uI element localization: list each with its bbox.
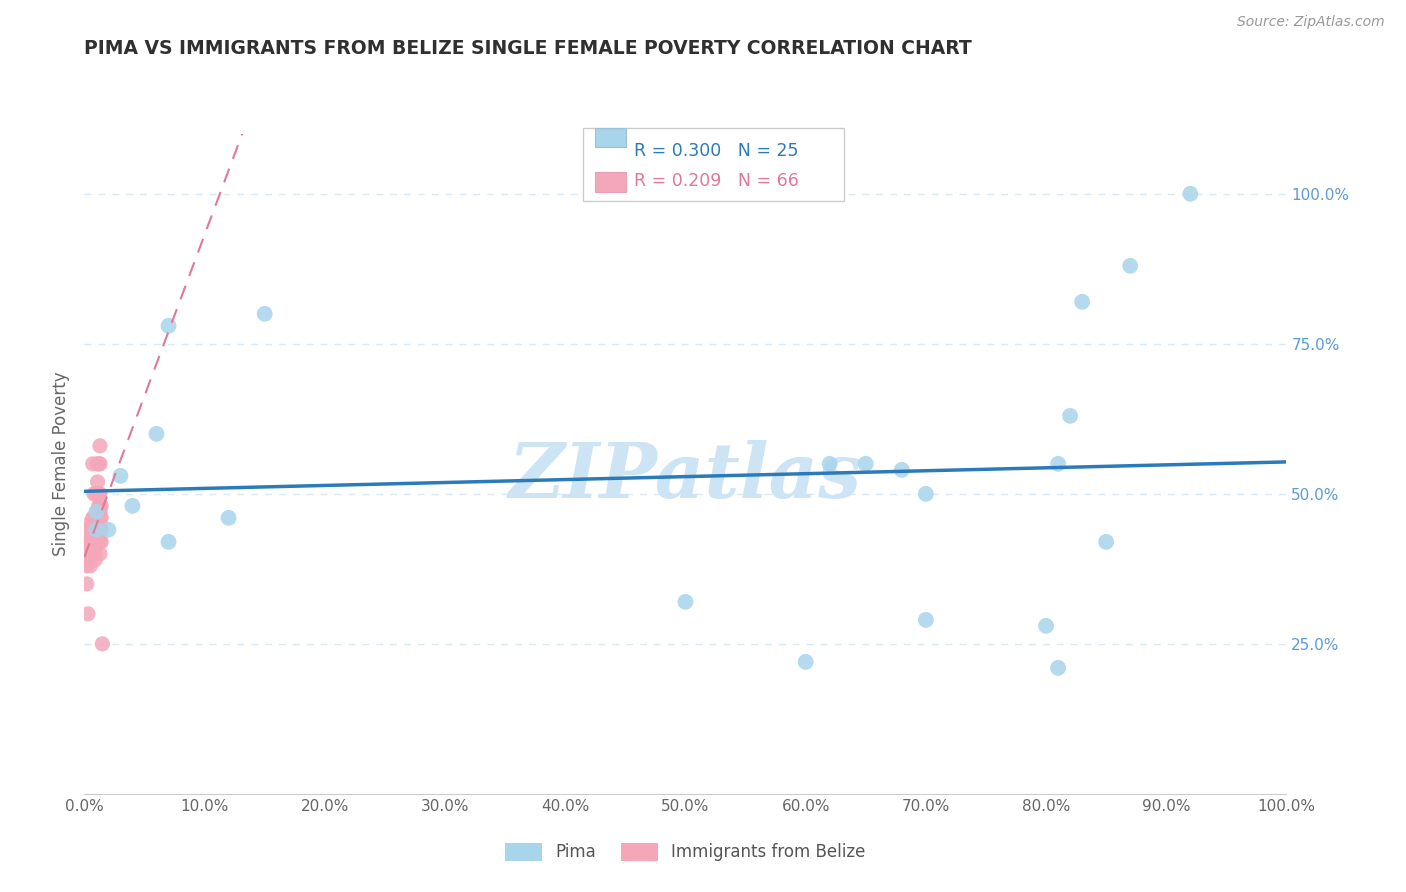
Point	[86, 523, 108, 537]
Point	[76, 577, 98, 591]
Point	[675, 595, 697, 609]
Point	[89, 439, 111, 453]
Point	[218, 511, 240, 525]
Point	[86, 511, 108, 525]
Point	[86, 505, 108, 519]
Point	[87, 516, 110, 531]
Point	[89, 487, 111, 501]
Point	[915, 613, 938, 627]
Point	[89, 547, 111, 561]
Point	[89, 516, 111, 531]
Point	[1071, 294, 1094, 309]
Point	[80, 529, 103, 543]
Point	[855, 457, 877, 471]
Point	[818, 457, 841, 471]
Point	[915, 487, 938, 501]
Point	[77, 534, 100, 549]
Point	[84, 541, 107, 555]
Point	[253, 307, 276, 321]
Point	[77, 529, 100, 543]
Point	[82, 547, 104, 561]
Point	[77, 541, 100, 555]
Point	[1047, 457, 1070, 471]
Point	[87, 505, 110, 519]
Text: R = 0.209   N = 66: R = 0.209 N = 66	[634, 172, 799, 190]
Point	[86, 505, 108, 519]
Point	[794, 655, 817, 669]
Point	[86, 457, 108, 471]
Point	[77, 607, 100, 621]
Point	[83, 511, 105, 525]
Point	[79, 534, 101, 549]
Point	[121, 499, 143, 513]
Point	[86, 534, 108, 549]
Point	[86, 516, 108, 531]
Point	[1059, 409, 1081, 423]
Point	[84, 529, 107, 543]
Point	[79, 523, 101, 537]
Text: Source: ZipAtlas.com: Source: ZipAtlas.com	[1237, 14, 1385, 29]
Point	[1035, 619, 1057, 633]
Point	[86, 523, 108, 537]
Legend: Pima, Immigrants from Belize: Pima, Immigrants from Belize	[499, 836, 872, 868]
Y-axis label: Single Female Poverty: Single Female Poverty	[52, 372, 70, 556]
Point	[77, 547, 100, 561]
Point	[87, 487, 110, 501]
Point	[89, 534, 111, 549]
Point	[86, 475, 108, 489]
Point	[87, 499, 110, 513]
Point	[90, 523, 112, 537]
Text: PIMA VS IMMIGRANTS FROM BELIZE SINGLE FEMALE POVERTY CORRELATION CHART: PIMA VS IMMIGRANTS FROM BELIZE SINGLE FE…	[84, 39, 972, 58]
Point	[77, 547, 100, 561]
Point	[84, 534, 107, 549]
Point	[82, 534, 104, 549]
Point	[1047, 661, 1070, 675]
Point	[84, 523, 107, 537]
Point	[83, 529, 105, 543]
Point	[89, 505, 111, 519]
Point	[75, 523, 97, 537]
Point	[90, 499, 112, 513]
Point	[76, 558, 98, 573]
Point	[84, 553, 107, 567]
Point	[86, 487, 108, 501]
Point	[1180, 186, 1202, 201]
Point	[83, 523, 105, 537]
Point	[145, 426, 167, 441]
Point	[77, 516, 100, 531]
Point	[83, 487, 105, 501]
Point	[75, 547, 97, 561]
Point	[89, 523, 111, 537]
Point	[91, 637, 114, 651]
Point	[86, 523, 108, 537]
Point	[87, 457, 110, 471]
Point	[76, 534, 98, 549]
Point	[79, 558, 101, 573]
Point	[1095, 534, 1118, 549]
Text: R = 0.300   N = 25: R = 0.300 N = 25	[634, 142, 799, 160]
Point	[84, 547, 107, 561]
Point	[1119, 259, 1142, 273]
Point	[86, 511, 108, 525]
Point	[90, 534, 112, 549]
Point	[157, 318, 180, 333]
Point	[89, 457, 111, 471]
Point	[110, 468, 132, 483]
Point	[82, 529, 104, 543]
Point	[80, 547, 103, 561]
Text: ZIPatlas: ZIPatlas	[509, 440, 862, 514]
Point	[157, 534, 180, 549]
Point	[97, 523, 120, 537]
Point	[89, 511, 111, 525]
Point	[90, 511, 112, 525]
Point	[82, 457, 104, 471]
Point	[82, 511, 104, 525]
Point	[89, 529, 111, 543]
Point	[890, 463, 912, 477]
Point	[86, 487, 108, 501]
Point	[89, 499, 111, 513]
Point	[80, 534, 103, 549]
Point	[86, 529, 108, 543]
